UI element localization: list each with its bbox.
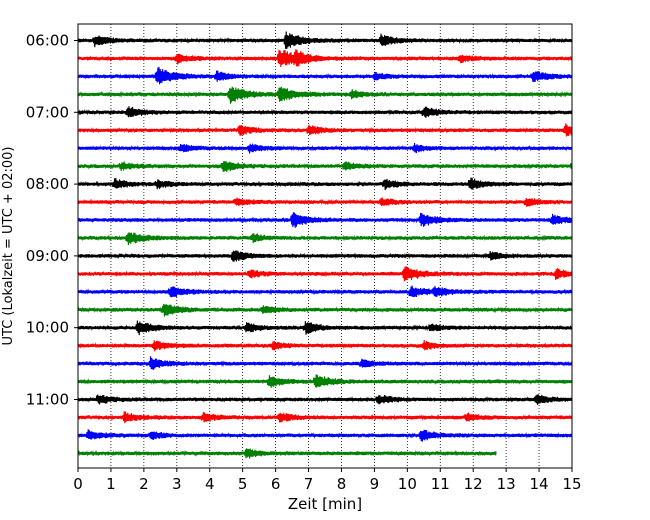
x-tick-label-15: 15	[562, 475, 581, 493]
trace-08:15	[77, 197, 573, 208]
x-tick-label-4: 4	[205, 475, 215, 493]
trace-08:30	[77, 212, 573, 228]
trace-10:00	[77, 320, 573, 336]
trace-11:30	[77, 429, 573, 442]
trace-08:45	[77, 232, 573, 246]
trace-08:00	[77, 177, 573, 191]
trace-10:15	[77, 339, 573, 352]
y-axis-label: UTC (Lokalzeit = UTC + 02:00)	[1, 147, 16, 346]
y-tick-label-2: 08:00	[26, 175, 69, 193]
x-tick-label-9: 9	[370, 475, 380, 493]
x-tick-label-5: 5	[238, 475, 248, 493]
trace-06:45	[77, 86, 573, 104]
x-axis-ticks: 0 1 2 3 4 5 6 7 8 9 10 11 12 13 14 15	[73, 468, 582, 493]
x-tick-label-11: 11	[431, 475, 450, 493]
trace-09:30	[77, 285, 573, 298]
trace-06:15	[77, 49, 573, 68]
y-tick-label-1: 07:00	[26, 103, 69, 121]
trace-10:30	[77, 356, 573, 370]
trace-11:15	[77, 411, 573, 424]
x-tick-label-0: 0	[73, 475, 83, 493]
trace-09:45	[77, 303, 573, 317]
x-tick-label-14: 14	[530, 475, 549, 493]
trace-09:15	[77, 266, 573, 282]
x-tick-label-13: 13	[497, 475, 516, 493]
trace-06:30	[77, 66, 573, 85]
x-axis-label: Zeit [min]	[288, 495, 362, 513]
trace-07:30	[77, 143, 573, 154]
x-tick-label-10: 10	[398, 475, 417, 493]
trace-07:15	[77, 123, 573, 137]
trace-07:00	[77, 106, 573, 118]
trace-10:45	[77, 374, 573, 388]
y-tick-label-4: 10:00	[26, 319, 69, 337]
x-tick-label-1: 1	[106, 475, 116, 493]
seismogram-traces	[77, 31, 573, 459]
y-tick-label-5: 11:00	[26, 391, 69, 409]
x-tick-label-7: 7	[304, 475, 314, 493]
x-tick-label-12: 12	[464, 475, 483, 493]
x-tick-label-8: 8	[337, 475, 347, 493]
trace-09:00	[77, 250, 573, 262]
x-tick-label-2: 2	[139, 475, 149, 493]
y-tick-label-0: 06:00	[26, 32, 69, 50]
plot-frame	[77, 23, 573, 469]
trace-11:00	[77, 394, 573, 405]
vertical-gridlines	[110, 24, 540, 468]
trace-11:45	[77, 448, 497, 459]
x-tick-label-6: 6	[271, 475, 281, 493]
y-tick-label-3: 09:00	[26, 247, 69, 265]
x-tick-label-3: 3	[172, 475, 182, 493]
trace-06:00	[77, 31, 573, 50]
y-axis-ticks: 06:00 07:00 08:00 09:00 10:00 11:00	[26, 32, 78, 409]
trace-07:45	[77, 161, 573, 172]
